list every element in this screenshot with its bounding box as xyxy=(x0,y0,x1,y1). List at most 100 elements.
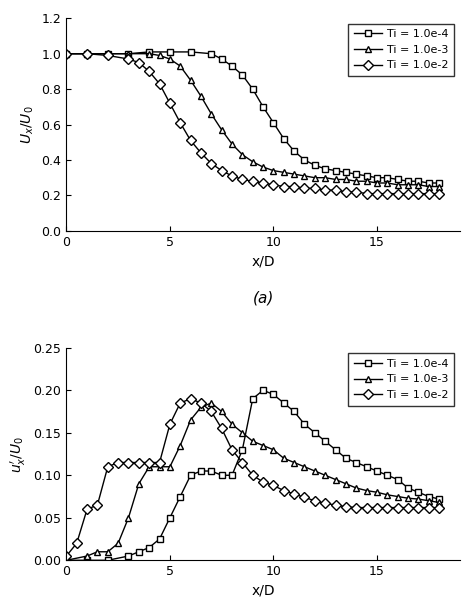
Ti = 1.0e-3 xyxy=(436,499,442,506)
Ti = 1.0e-3 xyxy=(343,176,349,183)
Ti = 1.0e-3 xyxy=(146,50,152,57)
Ti = 1.0e-4 xyxy=(105,557,110,564)
Ti = 1.0e-3 xyxy=(333,476,338,483)
Ti = 1.0e-3 xyxy=(384,179,390,186)
Ti = 1.0e-3 xyxy=(188,77,193,84)
Ti = 1.0e-4 xyxy=(395,476,401,483)
Ti = 1.0e-2 xyxy=(343,188,349,195)
Ti = 1.0e-3 xyxy=(374,179,380,186)
Ti = 1.0e-4 xyxy=(426,493,431,500)
Ti = 1.0e-2 xyxy=(395,190,401,197)
Ti = 1.0e-2 xyxy=(250,178,255,185)
Ti = 1.0e-3 xyxy=(426,497,431,504)
Ti = 1.0e-2 xyxy=(364,190,369,197)
Ti = 1.0e-2 xyxy=(354,504,359,511)
Ti = 1.0e-2 xyxy=(322,186,328,194)
Ti = 1.0e-2 xyxy=(384,504,390,511)
Ti = 1.0e-3 xyxy=(64,50,69,57)
Ti = 1.0e-2 xyxy=(260,179,266,186)
Ti = 1.0e-3 xyxy=(126,50,131,57)
Ti = 1.0e-3 xyxy=(84,552,90,560)
Ti = 1.0e-4 xyxy=(312,429,318,437)
Ti = 1.0e-4 xyxy=(354,171,359,178)
Ti = 1.0e-4 xyxy=(292,147,297,155)
Ti = 1.0e-4 xyxy=(250,85,255,93)
Ti = 1.0e-3 xyxy=(384,491,390,499)
Ti = 1.0e-3 xyxy=(167,463,173,470)
Ti = 1.0e-2 xyxy=(95,501,100,509)
Ti = 1.0e-3 xyxy=(198,93,204,100)
Ti = 1.0e-2 xyxy=(384,190,390,197)
X-axis label: x/D: x/D xyxy=(251,583,275,597)
Ti = 1.0e-4 xyxy=(239,71,245,79)
Ti = 1.0e-2 xyxy=(312,185,318,192)
Ti = 1.0e-4 xyxy=(343,169,349,176)
Ti = 1.0e-2 xyxy=(333,501,338,509)
Ti = 1.0e-2 xyxy=(84,505,90,513)
Ti = 1.0e-3 xyxy=(354,484,359,491)
Ti = 1.0e-4 xyxy=(292,408,297,415)
Ti = 1.0e-4 xyxy=(64,50,69,57)
Ti = 1.0e-2 xyxy=(416,190,421,197)
Ti = 1.0e-2 xyxy=(364,504,369,511)
Ti = 1.0e-4 xyxy=(395,176,401,183)
Ti = 1.0e-2 xyxy=(105,463,110,470)
Line: Ti = 1.0e-2: Ti = 1.0e-2 xyxy=(63,50,443,197)
Ti = 1.0e-3 xyxy=(281,454,287,462)
Ti = 1.0e-3 xyxy=(364,178,369,185)
Ti = 1.0e-4 xyxy=(436,495,442,502)
Ti = 1.0e-3 xyxy=(177,442,183,449)
Ti = 1.0e-4 xyxy=(281,135,287,143)
Ti = 1.0e-2 xyxy=(333,186,338,194)
Ti = 1.0e-3 xyxy=(105,50,110,57)
Ti = 1.0e-3 xyxy=(136,480,142,487)
Ti = 1.0e-4 xyxy=(250,395,255,403)
Ti = 1.0e-4 xyxy=(364,172,369,180)
Line: Ti = 1.0e-2: Ti = 1.0e-2 xyxy=(63,395,443,560)
Line: Ti = 1.0e-3: Ti = 1.0e-3 xyxy=(63,50,443,190)
Ti = 1.0e-4 xyxy=(312,161,318,169)
Ti = 1.0e-3 xyxy=(301,463,307,470)
Ti = 1.0e-2 xyxy=(146,68,152,75)
Ti = 1.0e-2 xyxy=(167,421,173,428)
Ti = 1.0e-3 xyxy=(157,463,163,470)
Ti = 1.0e-3 xyxy=(260,442,266,449)
Ti = 1.0e-4 xyxy=(384,174,390,181)
Ti = 1.0e-4 xyxy=(84,557,90,564)
Ti = 1.0e-3 xyxy=(95,548,100,555)
Ti = 1.0e-3 xyxy=(343,480,349,487)
Ti = 1.0e-2 xyxy=(229,172,235,180)
Ti = 1.0e-2 xyxy=(271,482,276,489)
Ti = 1.0e-4 xyxy=(260,103,266,110)
Ti = 1.0e-3 xyxy=(239,151,245,158)
Ti = 1.0e-2 xyxy=(188,395,193,403)
Ti = 1.0e-2 xyxy=(354,188,359,195)
Ti = 1.0e-3 xyxy=(177,63,183,70)
Ti = 1.0e-4 xyxy=(209,467,214,474)
Ti = 1.0e-4 xyxy=(322,438,328,445)
Ti = 1.0e-3 xyxy=(157,52,163,59)
X-axis label: x/D: x/D xyxy=(251,254,275,268)
Ti = 1.0e-4 xyxy=(271,391,276,398)
Ti = 1.0e-4 xyxy=(416,488,421,496)
Ti = 1.0e-3 xyxy=(209,400,214,407)
Ti = 1.0e-3 xyxy=(115,540,121,547)
Ti = 1.0e-2 xyxy=(374,190,380,197)
Ti = 1.0e-3 xyxy=(354,178,359,185)
Ti = 1.0e-2 xyxy=(395,504,401,511)
Ti = 1.0e-4 xyxy=(188,48,193,55)
Y-axis label: $U_x/U_0$: $U_x/U_0$ xyxy=(19,105,36,144)
Ti = 1.0e-3 xyxy=(312,174,318,181)
Ti = 1.0e-2 xyxy=(436,504,442,511)
Ti = 1.0e-3 xyxy=(126,514,131,521)
Ti = 1.0e-2 xyxy=(426,504,431,511)
Ti = 1.0e-4 xyxy=(239,446,245,454)
Ti = 1.0e-4 xyxy=(426,179,431,186)
Ti = 1.0e-3 xyxy=(209,110,214,118)
Ti = 1.0e-4 xyxy=(177,493,183,500)
Ti = 1.0e-2 xyxy=(281,487,287,495)
Ti = 1.0e-2 xyxy=(188,137,193,144)
Ti = 1.0e-2 xyxy=(115,459,121,466)
Ti = 1.0e-2 xyxy=(126,459,131,466)
Ti = 1.0e-2 xyxy=(198,149,204,157)
